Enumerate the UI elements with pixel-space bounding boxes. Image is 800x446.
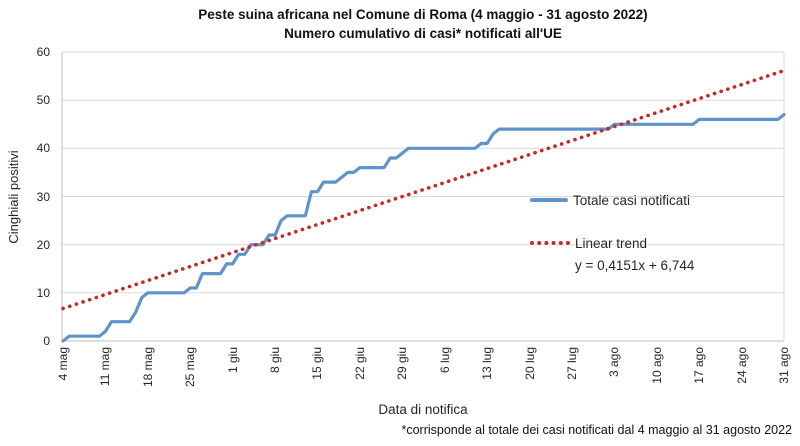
x-tick-label: 24 ago [735, 347, 749, 384]
y-tick-label: 30 [36, 190, 50, 204]
chart-title-line1: Peste suina africana nel Comune di Roma … [198, 7, 648, 22]
x-tick-label: 18 mag [141, 347, 155, 388]
x-tick-label: 25 mag [183, 347, 197, 388]
x-tick-label: 3 ago [607, 347, 621, 378]
x-tick-label: 13 lug [480, 347, 494, 380]
legend-label-total-cases: Totale casi notificati [573, 192, 691, 208]
legend-item-total-cases: Totale casi notificati [530, 190, 694, 210]
y-tick-label: 40 [36, 141, 50, 155]
x-tick-label: 27 lug [565, 347, 579, 380]
x-tick-label: 1 giu [226, 347, 240, 374]
legend-item-linear-trend: Linear trend [530, 233, 694, 253]
x-tick-label: 8 giu [268, 347, 282, 374]
x-tick-label: 17 ago [692, 347, 706, 384]
chart-footnote: *corrisponde al totale dei casi notifica… [401, 423, 792, 437]
chart-title-line2: Numero cumulativo di casi* notificati al… [284, 26, 562, 41]
chart-legend: Totale casi notificati Linear trend y = … [530, 190, 694, 275]
x-tick-label: 11 mag [98, 347, 112, 387]
x-tick-label: 29 giu [395, 347, 409, 380]
y-tick-label: 50 [36, 93, 50, 107]
x-tick-label: 4 mag [56, 347, 70, 381]
y-tick-label: 0 [43, 334, 50, 348]
y-tick-label: 10 [36, 286, 50, 300]
legend-line-sample [530, 198, 568, 202]
x-tick-label: 6 lug [438, 347, 452, 374]
x-axis-title: Data di notifica [378, 402, 468, 417]
x-tick-label: 15 giu [310, 347, 324, 380]
x-tick-label: 31 ago [777, 347, 791, 384]
y-tick-label: 20 [36, 238, 50, 252]
legend-label-linear-trend: Linear trend [575, 235, 648, 251]
chart-title: Peste suina africana nel Comune di Roma … [46, 5, 800, 43]
legend-dotted-sample [530, 241, 570, 245]
legend-trend-equation: y = 0,4151x + 6,744 [575, 257, 695, 273]
x-tick-label: 20 lug [523, 347, 537, 380]
x-tick-label: 10 ago [650, 347, 664, 384]
x-tick-label: 22 giu [353, 347, 367, 380]
y-tick-label: 60 [36, 45, 50, 59]
